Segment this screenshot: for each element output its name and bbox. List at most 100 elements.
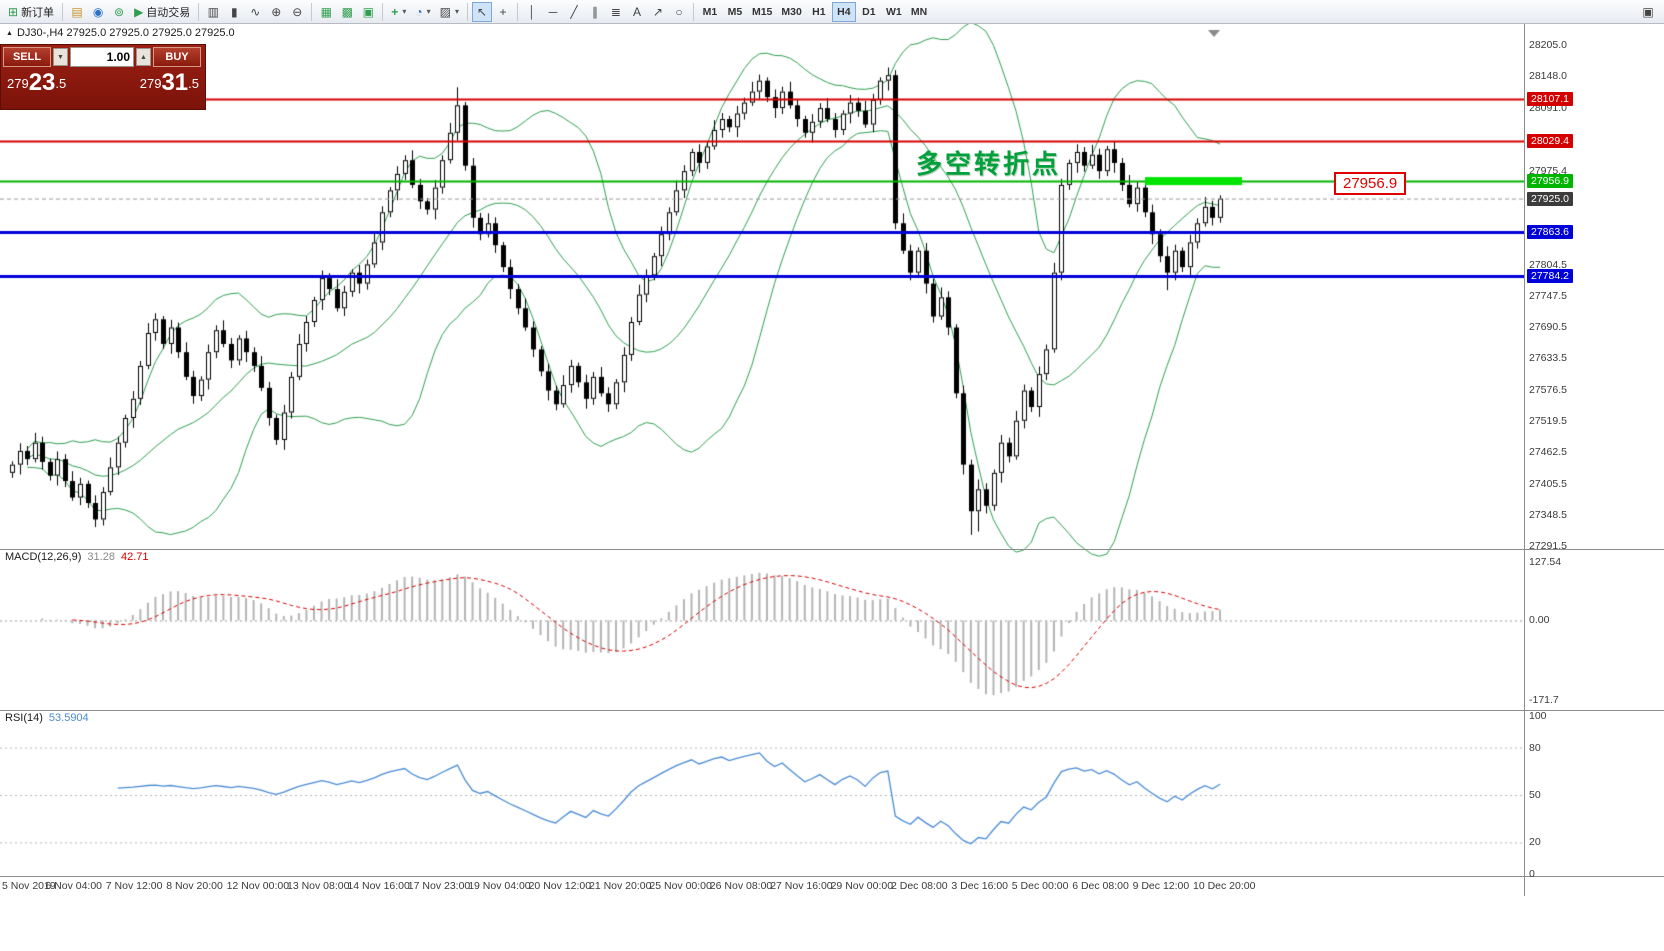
bars-chart-button[interactable]: ▥ <box>203 2 223 22</box>
time-label: 29 Nov 00:00 <box>830 880 894 892</box>
macd-value-signal: 42.71 <box>120 551 149 563</box>
bars-chart-icon: ▥ <box>207 4 219 19</box>
toolbar: ⊞ 新订单 ▤ ◉ ⊚ ▶ 自动交易 ▥ ▮ ∿ ⊕ ⊖ ▦ ▩ ▣ + ▾ ◔ ▾… <box>0 0 1664 24</box>
channel-button[interactable]: ∥ <box>585 2 605 22</box>
volume-input[interactable] <box>70 47 134 67</box>
arrange-windows-button[interactable]: ▣ <box>358 2 378 22</box>
axis-tick-label: 27747.5 <box>1529 289 1567 302</box>
panel-separator[interactable] <box>0 549 1664 550</box>
axis-tick-label: 20 <box>1529 836 1541 849</box>
price-tag: 27784.2 <box>1527 268 1573 283</box>
new-order-label: 新订单 <box>21 6 55 19</box>
channel-icon: ∥ <box>591 4 598 19</box>
timeframe-m15-button[interactable]: M15 <box>748 2 776 22</box>
time-label: 6 Dec 08:00 <box>1072 880 1129 892</box>
axis-tick-label: 27576.5 <box>1529 383 1567 396</box>
timeframe-group: M1 M5 M15 M30 H1 H4 D1 W1 MN <box>698 1 931 22</box>
candlestick-chart-button[interactable]: ▮ <box>224 2 244 22</box>
cascade-windows-button[interactable]: ▩ <box>337 2 357 22</box>
periods-button[interactable]: ◔ ▾ <box>411 2 434 22</box>
volume-up-button[interactable]: ▲ <box>136 48 151 66</box>
time-label: 5 Dec 00:00 <box>1011 880 1069 892</box>
crosshair-button[interactable]: + <box>493 2 513 22</box>
time-label: 26 Nov 08:00 <box>709 880 773 892</box>
axis-tick-label: 127.54 <box>1529 555 1562 568</box>
timeframe-m5-button[interactable]: M5 <box>723 2 747 22</box>
axis-tick-label: 27348.5 <box>1529 508 1567 521</box>
axis-tick-label: 27462.5 <box>1529 446 1567 459</box>
time-label: 25 Nov 00:00 <box>649 880 712 892</box>
one-click-trading-panel: SELL ▼ ▲ BUY 279 23 .5 279 31 .5 <box>0 44 206 110</box>
profile-icon: ◉ <box>92 4 104 19</box>
zoom-out-button[interactable]: ⊖ <box>287 2 307 22</box>
tile-windows-icon: ▦ <box>320 4 332 19</box>
buy-button[interactable]: BUY <box>153 47 201 67</box>
horizontal-line-button[interactable]: ─ <box>543 2 563 22</box>
volume-down-button[interactable]: ▼ <box>53 48 68 66</box>
timeframe-m30-button[interactable]: M30 <box>777 2 805 22</box>
trendline-icon: ╱ <box>570 4 578 19</box>
price-axis[interactable]: 28205.028148.028091.028034.027975.427918… <box>1527 24 1663 896</box>
sell-price-suffix: .5 <box>55 76 67 91</box>
text-tool-button[interactable]: A <box>627 2 647 22</box>
timeframe-m1-button[interactable]: M1 <box>698 2 722 22</box>
shapes-button[interactable]: ○ <box>669 2 689 22</box>
zoom-in-button[interactable]: ⊕ <box>266 2 286 22</box>
vertical-line-button[interactable]: │ <box>522 2 542 22</box>
time-label: 19 Nov 04:00 <box>468 880 531 892</box>
toolbar-separator <box>198 2 200 21</box>
crosshair-icon: + <box>499 4 507 19</box>
axis-tick-label: 27291.5 <box>1529 540 1567 553</box>
market-button[interactable]: ▤ <box>67 2 87 22</box>
tile-windows-button[interactable]: ▦ <box>316 2 336 22</box>
panel-separator[interactable] <box>0 710 1664 711</box>
cascade-windows-icon: ▩ <box>341 4 353 19</box>
time-label: 6 Nov 04:00 <box>45 880 103 892</box>
sell-price[interactable]: 279 23 .5 <box>7 69 66 97</box>
axis-tick-label: 50 <box>1529 789 1541 801</box>
time-label: 10 Dec 20:00 <box>1193 880 1256 892</box>
macd-value-main: 31.28 <box>87 551 115 563</box>
profile-button[interactable]: ◉ <box>88 2 108 22</box>
templates-button[interactable]: ▨ ▾ <box>436 2 463 22</box>
axis-tick-label: 27804.5 <box>1529 258 1567 271</box>
toolbar-separator <box>62 2 64 21</box>
axis-tick-label: 100 <box>1529 710 1547 722</box>
buy-price-prefix: 279 <box>139 76 162 91</box>
buy-price[interactable]: 279 31 .5 <box>140 69 199 97</box>
docking-button[interactable]: ▣ <box>1638 2 1658 22</box>
price-tag: 27863.6 <box>1527 225 1573 240</box>
line-chart-button[interactable]: ∿ <box>245 2 265 22</box>
time-axis[interactable]: 5 Nov 2019 6 Nov 04:00 7 Nov 12:00 8 Nov 20… <box>0 876 1524 896</box>
cursor-button[interactable]: ↖ <box>471 1 492 22</box>
buy-price-suffix: .5 <box>188 76 199 91</box>
auto-trading-button[interactable]: ▶ 自动交易 <box>130 2 194 22</box>
indicators-button[interactable]: + ▾ <box>387 2 410 22</box>
timeframe-mn-button[interactable]: MN <box>907 2 931 22</box>
time-label: 8 Nov 20:00 <box>166 880 223 892</box>
trendline-button[interactable]: ╱ <box>564 2 584 22</box>
time-label: 21 Nov 20:00 <box>589 880 652 892</box>
arrow-tool-button[interactable]: ↗ <box>648 2 668 22</box>
sell-button[interactable]: SELL <box>3 47 51 67</box>
price-callout-label[interactable]: 27956.9 <box>1334 172 1407 195</box>
chart-window: ▲ DJ30-,H4 27925.0 27925.0 27925.0 27925… <box>0 24 1664 951</box>
timeframe-w1-button[interactable]: W1 <box>882 2 906 22</box>
new-order-button[interactable]: ⊞ 新订单 <box>4 2 58 22</box>
timeframe-h4-button[interactable]: H4 <box>831 1 856 22</box>
vertical-line-icon: │ <box>528 4 536 19</box>
indicators-icon: + <box>391 4 399 19</box>
chart-annotation-text[interactable]: 多空转折点 <box>916 149 1062 179</box>
clock-icon: ◔ <box>415 4 423 19</box>
chart-canvas[interactable] <box>0 24 1524 896</box>
time-label: 7 Nov 12:00 <box>105 880 163 892</box>
arrow-tool-icon: ↗ <box>652 4 663 19</box>
axis-tick-label: 27690.5 <box>1529 321 1567 334</box>
time-label: 13 Nov 08:00 <box>287 880 350 892</box>
community-button[interactable]: ⊚ <box>109 2 129 22</box>
timeframe-h1-button[interactable]: H1 <box>807 2 831 22</box>
buy-price-big: 31 <box>161 69 189 96</box>
timeframe-d1-button[interactable]: D1 <box>857 2 881 22</box>
fibonacci-button[interactable]: ≣ <box>606 2 626 22</box>
text-tool-icon: A <box>632 4 641 19</box>
